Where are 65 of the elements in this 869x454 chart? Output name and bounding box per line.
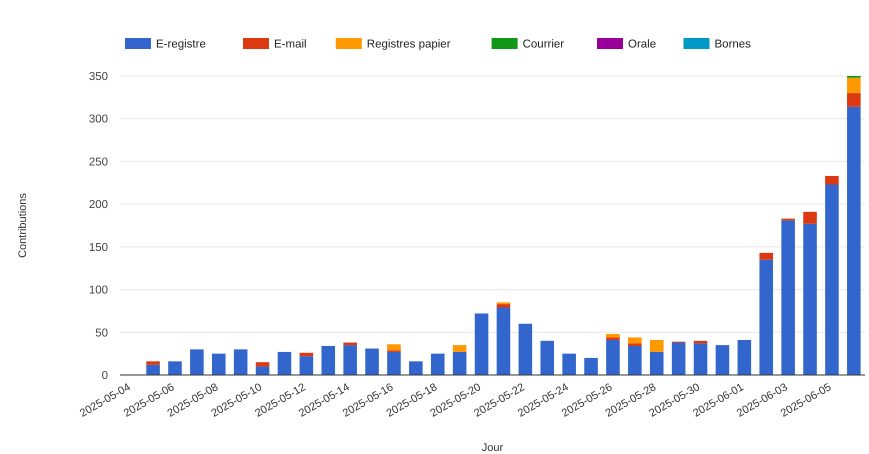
y-tick-label: 350 (88, 71, 108, 83)
bar (650, 340, 664, 352)
bar (562, 354, 576, 375)
bar (584, 358, 598, 375)
bar (430, 354, 445, 375)
bar (759, 260, 774, 375)
bar (759, 252, 774, 260)
y-axis-title: Contributions (17, 192, 29, 258)
bar (321, 346, 336, 375)
bar (781, 220, 795, 375)
bar (474, 313, 488, 375)
bar (694, 343, 708, 375)
bar (694, 340, 708, 344)
bar (628, 337, 642, 344)
bar (278, 352, 292, 375)
bar (738, 340, 752, 375)
bar (343, 345, 357, 375)
bar (518, 324, 532, 375)
bar (212, 354, 226, 375)
legend-label: Courrier (522, 38, 564, 50)
bar (409, 361, 423, 375)
y-tick-label: 50 (95, 327, 108, 340)
bar (825, 176, 839, 184)
y-tick-label: 150 (88, 242, 108, 254)
legend-label: E-mail (274, 38, 307, 50)
bar (452, 352, 466, 375)
bar (540, 340, 554, 375)
bar (628, 343, 642, 346)
bar (387, 352, 401, 375)
bar (190, 349, 204, 375)
bar (234, 349, 248, 375)
bar (716, 345, 730, 375)
bar (452, 345, 466, 352)
bar (847, 93, 861, 107)
legend-label: Registres papier (366, 38, 451, 50)
y-tick-label: 0 (102, 370, 108, 382)
bar (496, 308, 510, 375)
legend-label: E-registre (156, 38, 206, 50)
bar (847, 106, 861, 375)
legend-label: Bornes (714, 38, 752, 50)
y-tick-label: 100 (88, 284, 108, 297)
y-tick-label: 250 (88, 156, 108, 168)
x-axis-title: Jour (482, 442, 504, 454)
bar (365, 348, 379, 375)
bar (606, 334, 620, 338)
bar (825, 184, 839, 375)
bar (496, 304, 510, 308)
bar (847, 78, 861, 94)
bar (606, 340, 620, 375)
bar (168, 361, 182, 375)
bar (672, 342, 686, 375)
bar (803, 224, 817, 375)
bar (256, 366, 270, 375)
bar (628, 346, 642, 375)
bar (256, 362, 270, 366)
bar (300, 356, 314, 375)
y-tick-label: 200 (88, 199, 108, 212)
legend-label: Orale (628, 38, 656, 50)
bar (650, 352, 664, 375)
y-tick-label: 300 (88, 114, 108, 126)
bar (146, 364, 160, 375)
bar (606, 337, 620, 340)
bar (387, 344, 401, 350)
bar (343, 342, 357, 346)
bar (803, 212, 817, 224)
